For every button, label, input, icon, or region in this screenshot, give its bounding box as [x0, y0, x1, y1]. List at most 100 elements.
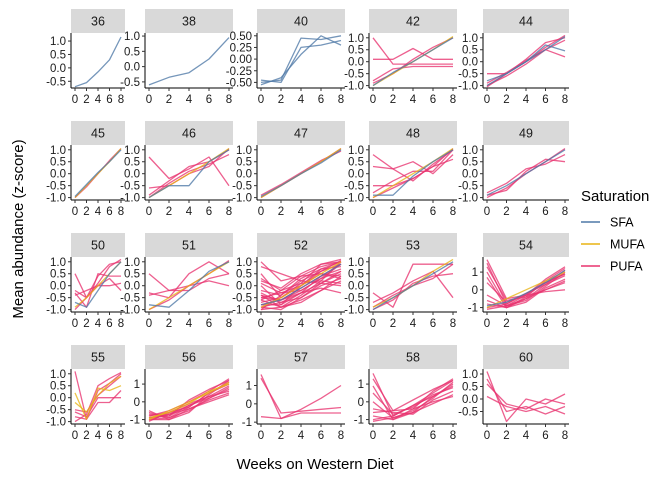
facet-strip [257, 9, 345, 33]
facet-strip [369, 233, 457, 257]
x-tick-label: 8 [118, 430, 124, 442]
facet-panel-46: 461.00.50.0-0.5-1.00 2 4 6 8 [120, 121, 233, 218]
y-tick-label: 0.5 [462, 382, 478, 394]
y-tick-label: -0.25 [226, 66, 252, 78]
series-line-pufa [486, 49, 566, 87]
series-line-pufa [486, 383, 566, 410]
y-tick-label: -1 [242, 417, 252, 429]
x-tick-label: 4 [186, 206, 193, 218]
x-tick-label: 8 [450, 430, 456, 442]
x-tick-label: 4 [95, 430, 102, 442]
y-tick-label: -0.5 [232, 181, 252, 193]
x-tick-label: 8 [338, 318, 344, 330]
series-line-pufa [372, 158, 454, 199]
y-tick-label: 0.0 [50, 393, 66, 405]
y-tick-label: 0.5 [124, 46, 140, 58]
facet-strip [257, 233, 345, 257]
x-tick-label: 0 [370, 430, 376, 442]
y-tick-label: 0.0 [236, 169, 252, 181]
facet-strip [369, 9, 457, 33]
facet-panel-49: 49 1.00.50.0-0.5-1.0 0 2 4 6 8 [458, 121, 569, 218]
y-tick-label: -1.0 [46, 305, 66, 317]
x-tick-label: 4 [95, 318, 102, 330]
y-tick-label: -0.5 [344, 293, 364, 305]
y-tick-label: 0 [246, 399, 252, 411]
series-line-sfa [74, 36, 122, 88]
series-line-sfa [260, 35, 342, 86]
facet-strip-label: 56 [182, 351, 196, 365]
y-tick-label: -0.5 [120, 77, 140, 89]
facet-strip [483, 345, 569, 369]
y-tick-label: -0.5 [46, 405, 66, 417]
x-tick-label: 6 [542, 318, 548, 330]
x-tick-label: 2 [390, 206, 396, 218]
y-tick-label: 0.00 [230, 54, 252, 66]
series-line-pufa [486, 277, 566, 309]
facet-strip [483, 233, 569, 257]
series-line-sfa [486, 44, 566, 82]
x-tick-label: 2 [278, 94, 284, 106]
series-line-pufa [148, 261, 230, 299]
facet-panel-56: 56 1 0 -1 0 2 4 6 8 [130, 345, 233, 442]
x-tick-label: 0 [258, 318, 264, 330]
series-line-sfa [148, 37, 230, 86]
x-tick-label: 6 [542, 94, 548, 106]
x-tick-label: 2 [83, 318, 89, 330]
x-tick-label: 4 [523, 430, 530, 442]
y-tick-label: 0.0 [124, 62, 140, 74]
x-tick-label: 0 [72, 318, 78, 330]
x-tick-label: 2 [503, 206, 509, 218]
y-tick-label: 1.0 [236, 145, 252, 157]
x-tick-label: 4 [298, 430, 305, 442]
y-tick-label: -1 [130, 415, 140, 427]
x-tick-label: 6 [106, 206, 112, 218]
facet-strip [71, 233, 125, 257]
y-tick-label: 1.0 [236, 257, 252, 269]
series-line-pufa [372, 394, 454, 422]
series-line-mufa [372, 148, 454, 199]
y-tick-label: 0.0 [348, 57, 364, 69]
x-tick-label: 6 [106, 94, 112, 106]
facet-strip [257, 345, 345, 369]
x-tick-label: 2 [390, 318, 396, 330]
series-line-pufa [372, 149, 454, 194]
series-line-sfa [486, 149, 566, 196]
series-line-sfa [373, 149, 454, 196]
x-tick-label: 2 [166, 430, 172, 442]
y-tick-label: 0.0 [348, 281, 364, 293]
facet-panel-50: 50 1.00.50.0-0.5-1.0 0 2 4 6 8 [46, 233, 125, 330]
x-tick-label: 0 [258, 206, 264, 218]
y-tick-label: 0.5 [50, 269, 66, 281]
x-tick-label: 8 [562, 430, 568, 442]
x-tick-label: 8 [338, 430, 344, 442]
facet-strip-label: 49 [519, 127, 533, 141]
x-tick-label: 0 [146, 318, 152, 330]
x-tick-label: 0 [370, 318, 376, 330]
facet-strip-label: 57 [294, 351, 308, 365]
x-axis-title: Weeks on Western Diet [236, 456, 394, 473]
y-tick-label: 1.0 [348, 145, 364, 157]
y-tick-label: 0.0 [124, 281, 140, 293]
x-tick-label: 8 [562, 318, 568, 330]
series-line-pufa [373, 47, 453, 60]
y-tick-label: 1.0 [50, 257, 66, 269]
facet-strip [145, 233, 233, 257]
legend-label-mufa: MUFA [610, 238, 645, 252]
y-tick-label: -0.5 [458, 407, 478, 419]
y-tick-label: 1.0 [50, 369, 66, 381]
x-tick-label: 6 [318, 430, 324, 442]
facet-panel-42: 42 1.00.50.0-0.5-1.0 0 2 4 6 8 [344, 9, 457, 106]
series-line-sfa [148, 261, 230, 308]
x-tick-label: 6 [318, 206, 324, 218]
y-tick-label: 1.0 [348, 33, 364, 45]
series-line-pufa [486, 158, 566, 196]
y-tick-label: 0.5 [50, 49, 66, 61]
series-line-sfa [74, 261, 122, 308]
x-tick-label: 4 [410, 430, 417, 442]
y-tick-label: -1.0 [458, 193, 478, 205]
facet-panel-44: 44 1.00.50.0-0.5-1.0 0 2 4 6 8 [458, 9, 569, 106]
series-line-mufa [74, 385, 122, 420]
x-tick-label: 0 [258, 430, 264, 442]
y-tick-label: -0.5 [46, 181, 66, 193]
